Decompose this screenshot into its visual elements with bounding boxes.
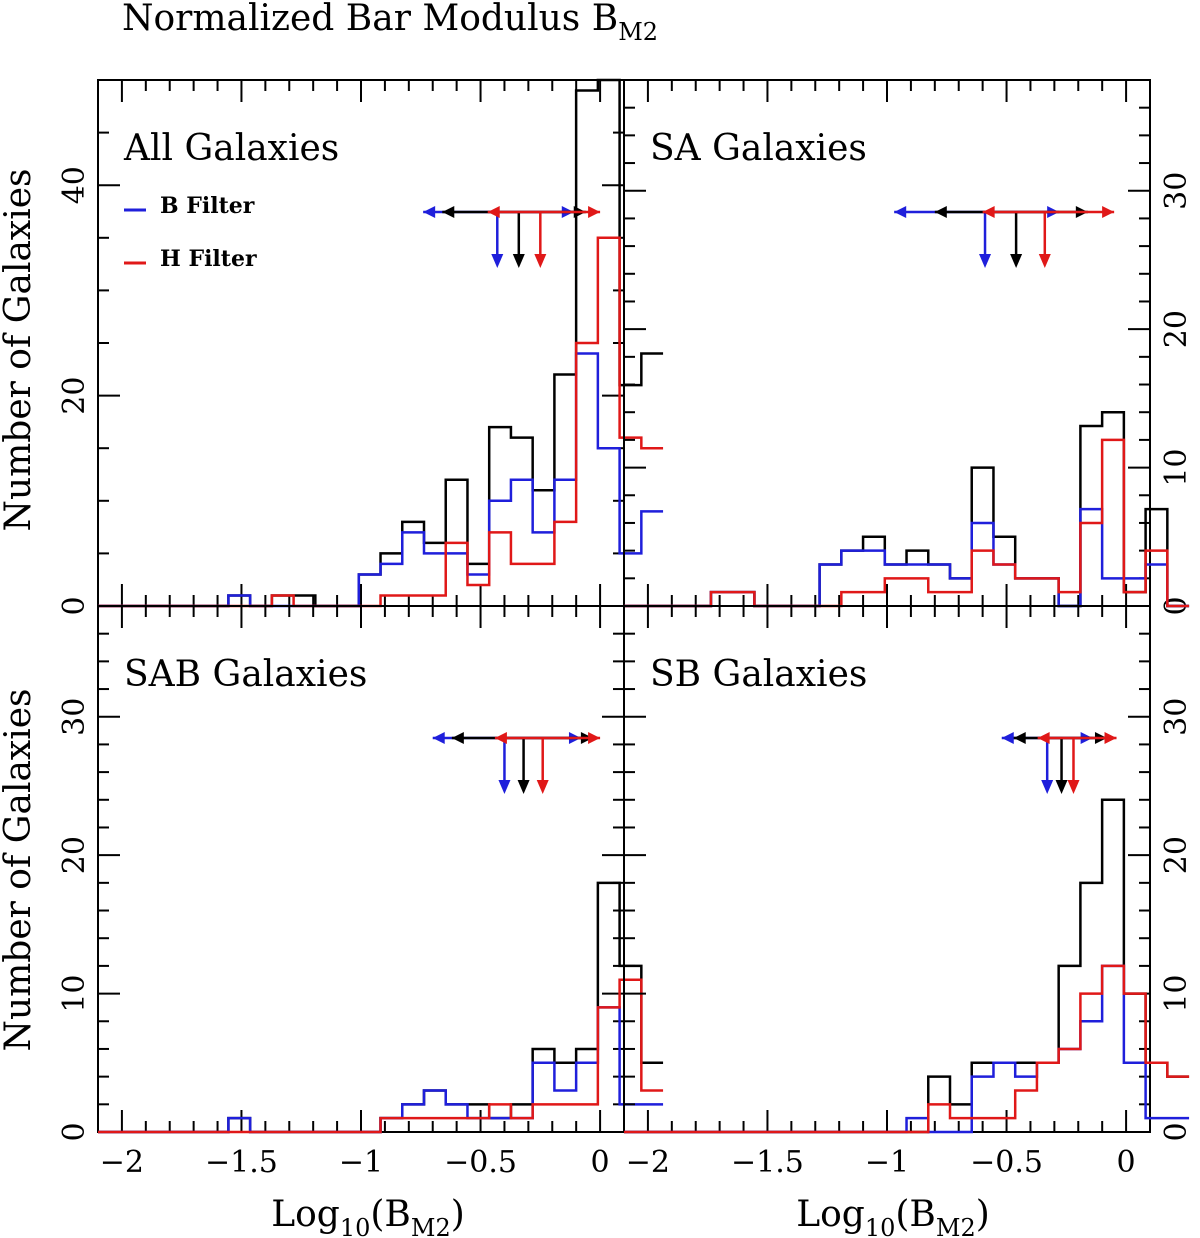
panel-sab-galaxies: −2 −1.5 −1 −0.5 0 0 10 20 30 SAB Galaxies (57, 605, 664, 1180)
x-tick-label: −1 (865, 1145, 909, 1180)
ylabel-bottom: Number of Galaxies (0, 688, 39, 1051)
x-tick-label: 0 (1117, 1145, 1136, 1180)
y-tick-label: 20 (57, 377, 92, 415)
range-arrow-h-filter (487, 206, 601, 268)
y-tick-label: 0 (57, 596, 92, 615)
range-arrow-all (934, 206, 1088, 268)
y-tick-label: 10 (57, 974, 92, 1012)
y-tick-label: 30 (1159, 172, 1194, 210)
histogram-all (98, 881, 664, 1134)
x-tick-label: −0.5 (444, 1145, 517, 1180)
x-tick-label: −2 (100, 1145, 144, 1180)
legend-label-h: H Filter (160, 246, 257, 272)
histogram-all (624, 410, 1190, 608)
xlabel-left: Log10(BM2) (271, 1194, 465, 1238)
panel-title: SB Galaxies (650, 654, 867, 695)
x-tick-label: −1.5 (731, 1145, 804, 1180)
x-tick-label: −0.5 (970, 1145, 1043, 1180)
histogram-b-filter (98, 352, 664, 608)
range-arrow-h-filter (1037, 732, 1117, 794)
histogram-b-filter (624, 964, 1190, 1134)
x-tick-label: −1 (339, 1145, 383, 1180)
x-tick-label: 0 (591, 1145, 610, 1180)
histogram-h-filter (624, 964, 1190, 1134)
histogram-h-filter (98, 978, 664, 1134)
legend-label-b: B Filter (160, 193, 255, 219)
y-tick-label: 0 (57, 1122, 92, 1141)
y-tick-label: 10 (1159, 448, 1194, 486)
y-tick-label: 30 (57, 698, 92, 736)
x-tick-label: −2 (626, 1145, 670, 1180)
y-tick-label: 20 (1159, 310, 1194, 348)
ylabel-top: Number of Galaxies (0, 168, 39, 531)
range-arrow-b-filter (894, 206, 1060, 268)
panel-title: SA Galaxies (650, 128, 867, 169)
range-arrow-all (1013, 732, 1107, 794)
y-tick-label: 20 (57, 836, 92, 874)
x-tick-label: −1.5 (205, 1145, 278, 1180)
y-tick-label: 20 (1159, 836, 1194, 874)
panel-title: SAB Galaxies (124, 654, 367, 695)
y-tick-label: 0 (1159, 1122, 1194, 1141)
figure-title: Normalized Bar Modulus BM2 (122, 0, 658, 46)
y-tick-label: 10 (1159, 974, 1194, 1012)
title-subscript: M2 (618, 18, 658, 46)
legend: B Filter H Filter (124, 193, 257, 272)
histogram-h-filter (98, 236, 664, 608)
panel-all-galaxies: 0 20 40 All Galaxies (57, 78, 664, 616)
y-tick-label: 30 (1159, 698, 1194, 736)
range-arrow-h-filter (494, 732, 601, 794)
histogram-h-filter (624, 438, 1190, 608)
histogram-b-filter (98, 1006, 664, 1134)
title-main: Normalized Bar Modulus B (122, 0, 618, 39)
panel-sb-galaxies: −2 −1.5 −1 −0.5 0 0 10 20 30 SB Galaxies (623, 605, 1194, 1180)
panel-title: All Galaxies (123, 128, 339, 169)
xlabel-right: Log10(BM2) (796, 1194, 990, 1238)
y-tick-label: 40 (57, 166, 92, 204)
range-arrow-h-filter (982, 206, 1115, 268)
